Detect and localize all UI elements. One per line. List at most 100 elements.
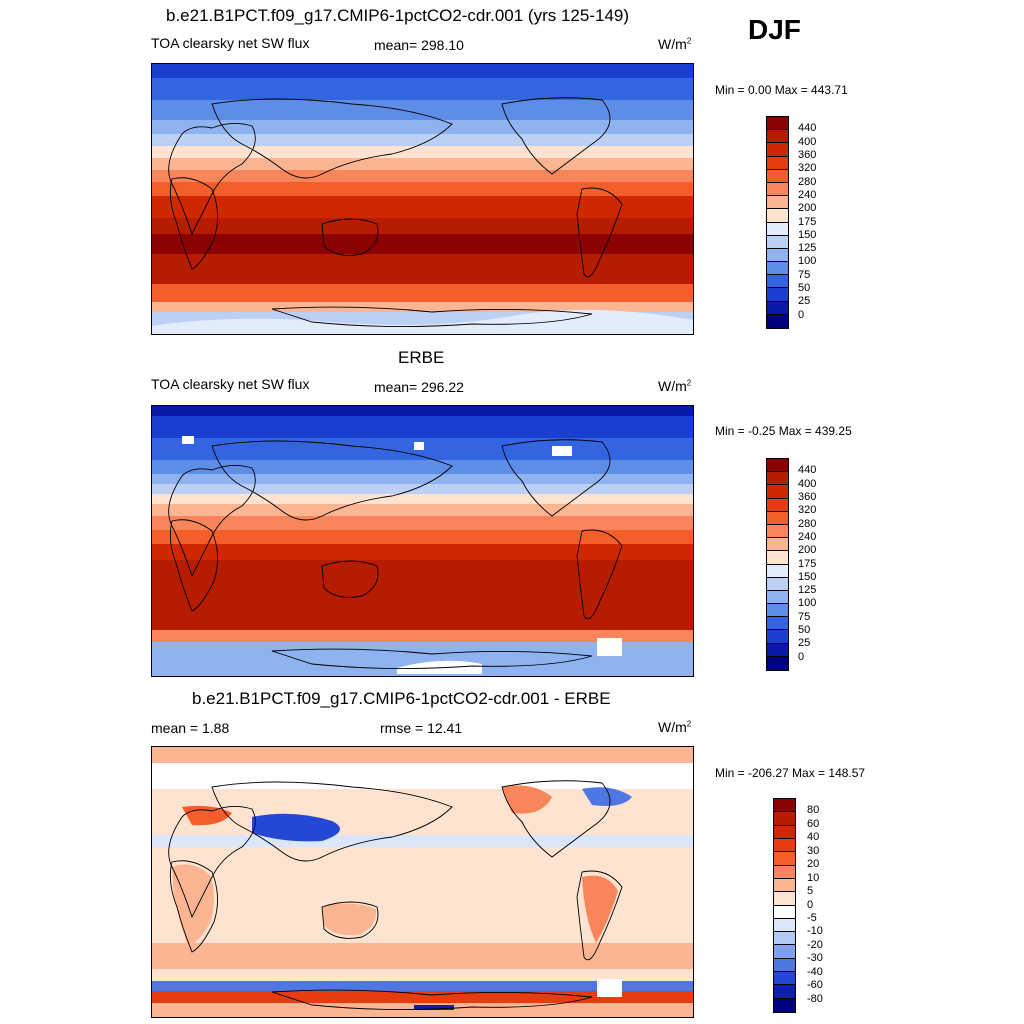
- panel-diff-colorbar: [773, 798, 796, 1013]
- colorbar-segment: [767, 222, 788, 236]
- colorbar-segment: [774, 958, 795, 973]
- colorbar-segment: [767, 630, 788, 644]
- colorbar-tick-label: 125: [798, 584, 817, 597]
- colorbar-tick-label: 50: [798, 282, 811, 295]
- colorbar-segment: [767, 459, 788, 473]
- panel-diff-minmax: Min = -206.27 Max = 148.57: [715, 766, 866, 780]
- colorbar-segment: [767, 485, 788, 499]
- colorbar-tick-label: 20: [807, 858, 820, 871]
- colorbar-tick-label: 320: [798, 504, 817, 517]
- colorbar-segment: [767, 314, 788, 328]
- colorbar-tick-label: 150: [798, 570, 817, 583]
- colorbar-segment: [767, 643, 788, 657]
- colorbar-segment: [774, 892, 795, 906]
- panel-obs-minmax: Min = -0.25 Max = 439.25: [715, 424, 852, 438]
- colorbar-tick-label: 280: [798, 175, 817, 188]
- colorbar-segment: [774, 918, 795, 933]
- colorbar-segment: [767, 551, 788, 565]
- colorbar-segment: [767, 196, 788, 210]
- colorbar-segment: [767, 604, 788, 618]
- colorbar-tick-label: 280: [798, 517, 817, 530]
- colorbar-tick-label: 440: [798, 122, 817, 135]
- panel-model-variable: TOA clearsky net SW flux: [151, 35, 310, 51]
- colorbar-segment: [767, 130, 788, 144]
- panel-obs-variable: TOA clearsky net SW flux: [151, 376, 310, 392]
- colorbar-segment: [767, 472, 788, 486]
- colorbar-segment: [774, 985, 795, 999]
- colorbar-segment: [767, 590, 788, 605]
- panel-obs-colorbar-segments: [767, 459, 788, 670]
- colorbar-tick-label: 60: [807, 817, 820, 830]
- colorbar-tick-label: 400: [798, 135, 817, 148]
- colorbar-tick-label: 10: [807, 871, 820, 884]
- colorbar-tick-label: 50: [798, 624, 811, 637]
- colorbar-segment: [767, 182, 788, 197]
- colorbar-tick-label: 125: [798, 242, 817, 255]
- colorbar-tick-label: 200: [798, 202, 817, 215]
- colorbar-tick-label: -30: [807, 952, 823, 965]
- colorbar-segment: [767, 288, 788, 302]
- colorbar-segment: [774, 812, 795, 826]
- colorbar-segment: [767, 656, 788, 670]
- panel-diff-mean: mean = 1.88: [151, 720, 230, 736]
- colorbar-tick-label: 320: [798, 162, 817, 175]
- colorbar-tick-label: 0: [798, 650, 805, 663]
- colorbar-segment: [767, 275, 788, 289]
- panel-obs-title: ERBE: [398, 348, 445, 367]
- panel-model-mean: mean= 298.10: [374, 37, 464, 53]
- colorbar-tick-label: 440: [798, 464, 817, 477]
- colorbar-tick-label: 5: [807, 885, 814, 898]
- colorbar-tick-label: 360: [798, 490, 817, 503]
- colorbar-tick-label: 200: [798, 544, 817, 557]
- colorbar-segment: [767, 169, 788, 183]
- panel-diff-colorbar-segments: [774, 799, 795, 1012]
- colorbar-tick-label: 30: [807, 844, 820, 857]
- colorbar-tick-label: -20: [807, 938, 823, 951]
- panel-diff-title: b.e21.B1PCT.f09_g17.CMIP6-1pctCO2-cdr.00…: [192, 689, 611, 708]
- colorbar-tick-label: 240: [798, 530, 817, 543]
- colorbar-segment: [767, 524, 788, 539]
- panel-diff-map: [151, 746, 694, 1018]
- colorbar-segment: [767, 498, 788, 512]
- colorbar-tick-label: 75: [798, 268, 811, 281]
- season-label: DJF: [748, 14, 801, 45]
- panel-model-colorbar-segments: [767, 117, 788, 328]
- colorbar-segment: [774, 932, 795, 946]
- colorbar-tick-label: 100: [798, 255, 817, 268]
- colorbar-segment: [767, 117, 788, 131]
- colorbar-tick-label: 25: [798, 295, 811, 308]
- colorbar-segment: [774, 972, 795, 986]
- panel-model-title: b.e21.B1PCT.f09_g17.CMIP6-1pctCO2-cdr.00…: [166, 6, 630, 25]
- colorbar-segment: [767, 262, 788, 276]
- colorbar-segment: [767, 617, 788, 631]
- colorbar-tick-label: -40: [807, 965, 823, 978]
- colorbar-tick-label: 100: [798, 597, 817, 610]
- panel-obs-map: [151, 405, 694, 677]
- colorbar-tick-label: 360: [798, 148, 817, 161]
- colorbar-segment: [774, 878, 795, 893]
- colorbar-segment: [774, 799, 795, 813]
- colorbar-tick-label: 175: [798, 557, 817, 570]
- colorbar-tick-label: -60: [807, 979, 823, 992]
- panel-obs-colorbar: [766, 458, 789, 671]
- colorbar-segment: [774, 825, 795, 839]
- colorbar-segment: [774, 905, 795, 919]
- colorbar-segment: [767, 538, 788, 552]
- colorbar-tick-label: 240: [798, 188, 817, 201]
- colorbar-segment: [774, 852, 795, 866]
- panel-model-units: W/m2: [658, 36, 692, 52]
- colorbar-tick-label: 25: [798, 637, 811, 650]
- colorbar-tick-label: 0: [798, 308, 805, 321]
- colorbar-segment: [767, 209, 788, 223]
- colorbar-segment: [767, 301, 788, 315]
- panel-diff-field: [152, 747, 693, 1017]
- panel-obs-field: [152, 406, 693, 676]
- panel-model-minmax: Min = 0.00 Max = 443.71: [715, 83, 848, 97]
- colorbar-segment: [774, 945, 795, 959]
- colorbar-tick-label: 150: [798, 228, 817, 241]
- panel-diff-units: W/m2: [658, 719, 692, 735]
- colorbar-tick-label: -80: [807, 992, 823, 1005]
- colorbar-tick-label: 80: [807, 804, 820, 817]
- colorbar-segment: [767, 511, 788, 525]
- colorbar-tick-label: 40: [807, 831, 820, 844]
